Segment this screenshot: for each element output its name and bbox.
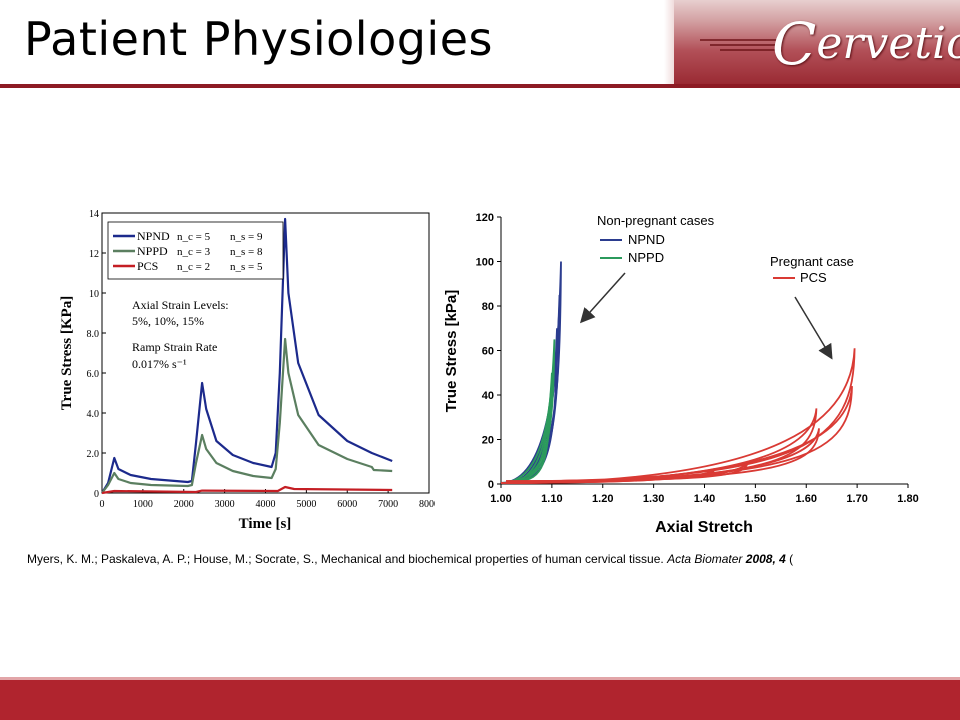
annotation-strain-title: Axial Strain Levels:: [132, 298, 229, 312]
right-y-ticks: 0 20 40 60 80 100 120: [476, 212, 501, 491]
right-x-tick-label: 1.60: [796, 493, 817, 505]
slide-title: Patient Physiologies: [24, 12, 493, 66]
citation-tail: (: [785, 552, 794, 566]
logo-text: Cervetics: [772, 10, 960, 78]
logo-lines-decoration: [700, 39, 778, 51]
right-legend-label-pcs: PCS: [800, 270, 827, 285]
legend-nc-npnd: n_c = 5: [177, 231, 211, 243]
right-y-tick-label: 100: [476, 257, 494, 269]
legend-label-pcs: PCS: [137, 259, 158, 273]
left-x-tick-label: 4000: [256, 499, 276, 510]
left-series-pcs: [101, 485, 393, 495]
right-series-pcs: [500, 386, 853, 484]
title-underline: [0, 84, 960, 88]
right-legend-label-nppd: NPPD: [628, 250, 664, 265]
left-y-tick-label: 12: [89, 249, 99, 260]
arrow-nonpregnant: [579, 272, 626, 324]
bottom-bar: [0, 677, 960, 720]
left-x-tick-label: 1000: [133, 499, 153, 510]
citation-volume: 2008, 4: [742, 552, 786, 566]
right-y-tick-label: 80: [482, 301, 494, 313]
left-y-tick-label: 6.0: [87, 369, 100, 380]
left-x-tick-label: 0: [100, 499, 105, 510]
logo-rest: ervetics: [816, 18, 960, 69]
left-y-tick-label: 10: [89, 289, 99, 300]
right-x-tick-label: 1.50: [745, 493, 766, 505]
right-y-tick-label: 20: [482, 435, 494, 447]
left-legend-box: [107, 221, 284, 280]
right-series-nppd: [506, 372, 553, 484]
left-x-tick-label: 7000: [378, 499, 398, 510]
right-y-tick-label: 120: [476, 212, 494, 224]
arrow-pregnant: [794, 296, 833, 360]
right-y-tick-label: 0: [488, 479, 494, 491]
legend-group-nonpregnant: Non-pregnant cases: [597, 213, 715, 228]
legend-ns-nppd: n_s = 8: [230, 246, 263, 258]
left-series-nppd: [101, 337, 393, 494]
stress-stretch-chart: 0 20 40 60 80 100 120 1.00 1.10 1.20 1.30 1.40 1.50…: [440, 205, 920, 540]
citation-text: Myers, K. M.; Paskaleva, A. P.; House, M…: [27, 552, 960, 566]
left-y-tick-label: 2.0: [87, 449, 100, 460]
left-series-group: [101, 217, 393, 495]
legend-ns-npnd: n_s = 9: [230, 231, 263, 243]
legend-group-pregnant: Pregnant case: [770, 254, 854, 269]
citation-journal: Acta Biomater: [667, 552, 743, 566]
right-x-axis-label: Axial Stretch: [655, 519, 753, 536]
left-series-npnd: [101, 217, 393, 494]
right-x-ticks: 1.00 1.10 1.20 1.30 1.40 1.50 1.60 1.70 1.80: [490, 484, 919, 505]
logo-panel: [664, 0, 960, 84]
legend-label-nppd: NPPD: [137, 244, 168, 258]
left-x-tick-label: 8000: [419, 499, 435, 510]
annotation-strain-values: 5%, 10%, 15%: [132, 314, 204, 328]
citation-authors: Myers, K. M.; Paskaleva, A. P.; House, M…: [27, 552, 668, 566]
left-x-tick-label: 5000: [296, 499, 316, 510]
legend-nc-nppd: n_c = 3: [177, 246, 211, 258]
right-series-group: [500, 261, 856, 484]
right-x-tick-label: 1.80: [897, 493, 918, 505]
stress-stretch-svg: 0 20 40 60 80 100 120 1.00 1.10 1.20 1.30 1.40 1.50…: [443, 212, 919, 536]
legend-ns-pcs: n_s = 5: [230, 261, 263, 273]
legend-label-npnd: NPND: [137, 229, 170, 243]
right-series-pcs: [500, 348, 856, 484]
stress-relaxation-chart: 0 2.0 4.0 6.0 8.0 10 12 14 0 1000 2000 3000 4000 500…: [55, 205, 439, 540]
right-x-tick-label: 1.00: [490, 493, 511, 505]
right-y-axis-label: True Stress [kPa]: [443, 290, 460, 413]
left-y-tick-label: 4.0: [87, 409, 100, 420]
annotation-rate-title: Ramp Strain Rate: [132, 340, 217, 354]
right-x-tick-label: 1.20: [592, 493, 613, 505]
left-y-tick-label: 8.0: [87, 329, 100, 340]
right-y-tick-label: 60: [482, 346, 494, 358]
left-x-tick-label: 3000: [215, 499, 235, 510]
left-y-tick-label: 14: [89, 209, 99, 220]
right-x-tick-label: 1.70: [846, 493, 867, 505]
logo-initial: C: [772, 10, 817, 78]
left-x-axis-label: Time [s]: [239, 516, 292, 532]
right-x-tick-label: 1.10: [541, 493, 562, 505]
right-series-nppd: [511, 406, 551, 484]
left-x-tick-label: 2000: [174, 499, 194, 510]
right-x-tick-label: 1.40: [694, 493, 715, 505]
left-y-tick-label: 0: [94, 489, 99, 500]
stress-relaxation-svg: 0 2.0 4.0 6.0 8.0 10 12 14 0 1000 2000 3000 4000 500…: [59, 209, 439, 532]
left-x-tick-label: 6000: [337, 499, 357, 510]
right-y-tick-label: 40: [482, 390, 494, 402]
legend-nc-pcs: n_c = 2: [177, 261, 210, 273]
right-legend-label-npnd: NPND: [628, 232, 665, 247]
right-series-nppd: [500, 339, 556, 484]
left-y-axis-label: True Stress [KPa]: [59, 296, 75, 410]
right-x-tick-label: 1.30: [643, 493, 664, 505]
annotation-rate-value: 0.017% s⁻¹: [132, 357, 187, 371]
